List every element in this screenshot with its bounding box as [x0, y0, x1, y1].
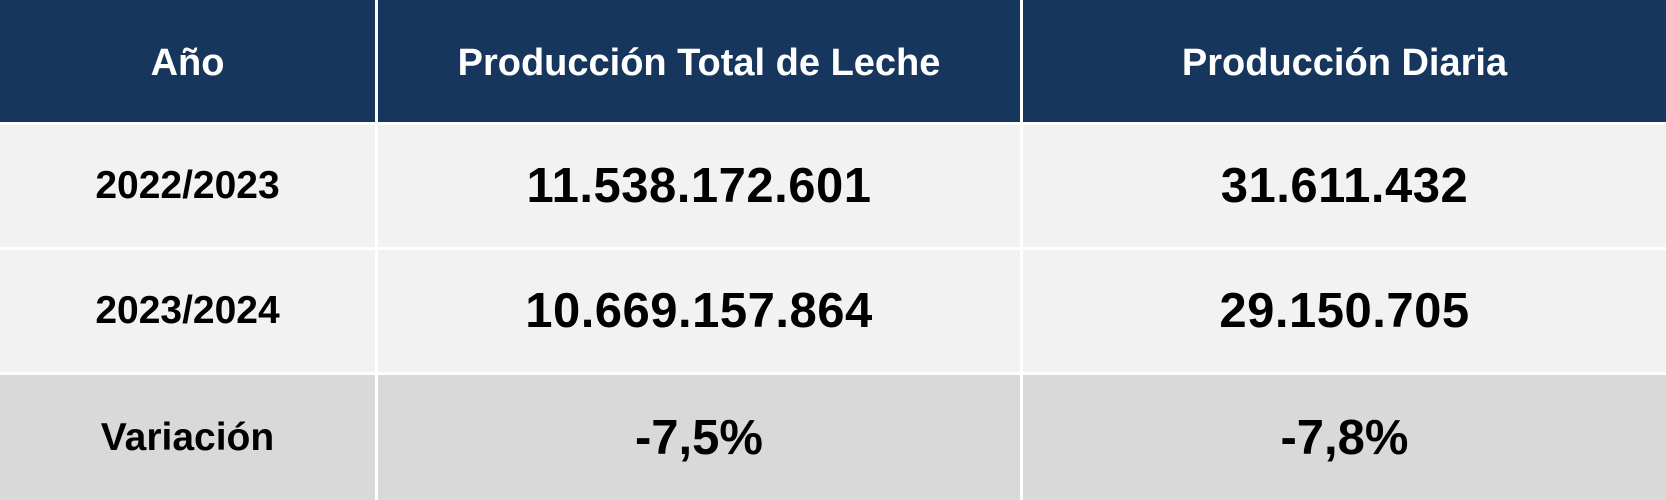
table-row-2-total: 10.669.157.864 — [378, 250, 1023, 375]
table-row-2-year: 2023/2024 — [0, 250, 378, 375]
table-row-2-daily: 29.150.705 — [1023, 250, 1666, 375]
footer-cell-variation-label: Variación — [0, 375, 378, 500]
table-row-1-daily: 31.611.432 — [1023, 125, 1666, 250]
footer-cell-total-variation: -7,5% — [378, 375, 1023, 500]
header-cell-daily-production: Producción Diaria — [1023, 0, 1666, 125]
header-cell-total-production: Producción Total de Leche — [378, 0, 1023, 125]
table-row-1-total: 11.538.172.601 — [378, 125, 1023, 250]
footer-cell-daily-variation: -7,8% — [1023, 375, 1666, 500]
table-row-1-year: 2022/2023 — [0, 125, 378, 250]
header-cell-year: Año — [0, 0, 378, 125]
